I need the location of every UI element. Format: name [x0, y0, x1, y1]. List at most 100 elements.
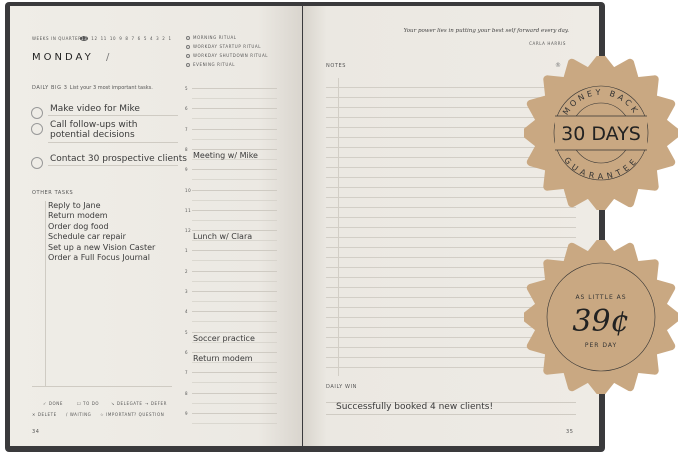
week-number[interactable]: 9	[119, 36, 123, 41]
hour-line	[192, 351, 277, 353]
badge-ring	[546, 262, 656, 372]
legend-item: / WAITING	[66, 412, 92, 417]
checkbox-circle-icon[interactable]	[186, 54, 190, 58]
week-number[interactable]: 8	[125, 36, 129, 41]
hour-label: 6	[185, 106, 189, 112]
other-task[interactable]: Return modem	[48, 211, 108, 221]
hour-line	[192, 148, 277, 150]
divider	[32, 386, 172, 387]
week-number[interactable]: 3	[156, 36, 160, 41]
half-hour-line	[192, 179, 277, 181]
week-number[interactable]: 11	[100, 36, 107, 41]
other-task[interactable]: Schedule car repair	[48, 232, 126, 242]
hour-line	[192, 189, 277, 191]
checkbox-circle-icon[interactable]	[186, 45, 190, 49]
task-checkbox[interactable]	[31, 157, 43, 169]
big3-task[interactable]: Call follow-ups with potential decisions	[50, 120, 138, 140]
big3-hint: List your 3 most important tasks.	[69, 85, 153, 91]
hour-line	[192, 128, 277, 130]
appointment[interactable]: Soccer practice	[193, 333, 255, 343]
hour-line	[192, 230, 277, 232]
half-hour-line	[192, 240, 277, 242]
other-task[interactable]: Reply to Jane	[48, 201, 101, 210]
hour-line	[192, 108, 277, 110]
hour-line	[192, 291, 277, 292]
badge-top-text: AS LITTLE AS	[575, 294, 626, 301]
hour-label: 5	[185, 329, 189, 335]
hour-line	[192, 372, 277, 374]
daily-win-text[interactable]: Successfully booked 4 new clients!	[336, 402, 494, 412]
checkbox-circle-icon[interactable]	[186, 36, 190, 40]
half-hour-line	[192, 280, 277, 282]
quote-author: CARLA HARRIS	[529, 41, 566, 46]
hour-label: 7	[185, 126, 189, 132]
appointment[interactable]: Meeting w/ Mike	[193, 150, 258, 160]
week-number[interactable]: 2	[162, 36, 166, 41]
hour-line	[192, 311, 277, 313]
week-number[interactable]: 13	[80, 36, 89, 41]
week-number[interactable]: 6	[137, 36, 141, 41]
half-hour-line	[192, 138, 277, 140]
legend-item: ☆ IMPORTANT	[100, 412, 135, 417]
half-hour-line	[192, 260, 277, 262]
page-number: 35	[566, 429, 574, 435]
week-number[interactable]: 7	[131, 36, 135, 41]
tasks-margin-line	[45, 201, 46, 386]
half-hour-line	[192, 118, 277, 120]
price-badge: AS LITTLE AS 39¢ PER DAY	[524, 240, 678, 394]
badge-main-text: 30 DAYS	[561, 123, 641, 145]
legend-item: ☐ TO DO	[77, 401, 100, 406]
registered-icon: ®	[555, 62, 561, 69]
hour-line	[192, 250, 277, 252]
hour-label: 10	[185, 187, 192, 193]
hour-line	[192, 392, 277, 394]
half-hour-line	[192, 361, 277, 363]
week-number[interactable]: 1	[168, 36, 172, 41]
half-hour-line	[192, 199, 277, 201]
hour-line	[192, 88, 277, 89]
hour-label: 12	[185, 228, 192, 234]
checkbox-circle-icon[interactable]	[186, 63, 190, 67]
other-task[interactable]: Order a Full Focus Journal	[48, 253, 151, 262]
badge-band	[555, 116, 647, 150]
badge-ring	[553, 85, 649, 181]
appointment[interactable]: Lunch w/ Clara	[193, 232, 253, 242]
divider	[326, 402, 576, 403]
ritual-item[interactable]: WORKDAY SHUTDOWN RITUAL	[186, 53, 268, 58]
task-checkbox[interactable]	[31, 107, 43, 119]
legend-item: ↘ DELEGATE	[111, 401, 143, 406]
big3-task[interactable]: Contact 30 prospective clients	[50, 154, 187, 164]
divider	[48, 115, 178, 116]
half-hour-line	[192, 422, 277, 424]
week-number[interactable]: 4	[149, 36, 154, 41]
ritual-item[interactable]: MORNING RITUAL	[186, 35, 237, 40]
hour-line	[192, 270, 277, 272]
hour-label: 2	[185, 268, 189, 274]
appointment[interactable]: Return modem	[193, 353, 253, 363]
hour-line	[192, 412, 277, 414]
divider	[48, 165, 178, 166]
legend-item: ? QUESTION	[134, 412, 165, 417]
left-page: WEEKS IN QUARTER 13 12 11 10 9 8 7 6 5 4 3 2 1 MONDA…	[10, 6, 302, 446]
other-task[interactable]: Order dog food	[48, 221, 109, 231]
hour-label: 9	[185, 167, 189, 173]
week-number[interactable]: 12	[91, 36, 98, 41]
half-hour-line	[192, 321, 277, 323]
week-number[interactable]: 5	[143, 36, 147, 41]
half-hour-line	[192, 158, 277, 160]
task-checkbox[interactable]	[31, 123, 43, 135]
half-hour-line	[192, 382, 277, 384]
divider	[48, 142, 178, 143]
other-task[interactable]: Set up a new Vision Caster	[48, 242, 156, 252]
ritual-item[interactable]: EVENING RITUAL	[186, 62, 235, 67]
hour-label: 9	[185, 410, 189, 416]
hour-line	[192, 209, 277, 211]
legend-item: ✕ DELETE	[32, 412, 57, 417]
big3-task[interactable]: Make video for Mike	[50, 104, 140, 114]
hour-label: 11	[185, 207, 192, 213]
other-tasks-label: OTHER TASKS	[32, 190, 74, 196]
half-hour-line	[192, 98, 277, 99]
ritual-item[interactable]: WORKDAY STARTUP RITUAL	[186, 44, 261, 49]
half-hour-line	[192, 341, 277, 343]
week-number[interactable]: 10	[109, 36, 117, 41]
